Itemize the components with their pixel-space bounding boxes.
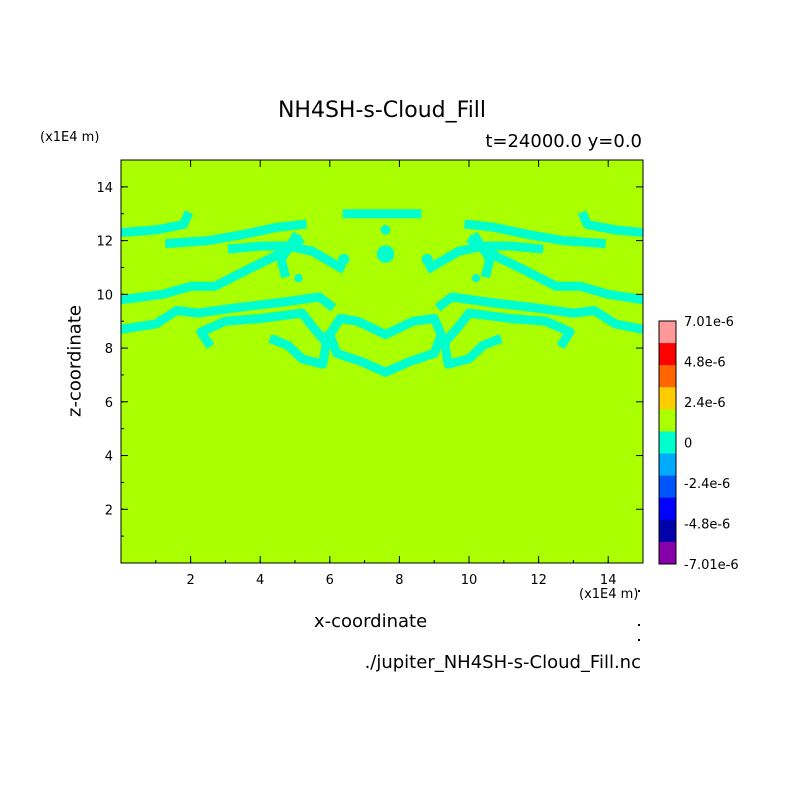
- feature-upper-right-arc: [577, 210, 643, 238]
- x-tick-label: 8: [395, 573, 403, 588]
- chart-subtitle: t=24000.0 y=0.0: [485, 131, 642, 152]
- feature-upper-left-branch: [164, 219, 307, 249]
- cloud-features: [121, 209, 643, 377]
- x-tick-label: 6: [326, 573, 334, 588]
- feature-upper-right-branch: [464, 219, 607, 249]
- y-tick-label: 6: [105, 396, 113, 411]
- colorbar-swatch: [659, 387, 676, 410]
- feature-left-drape: [121, 292, 337, 334]
- colorbar-swatch: [659, 431, 676, 455]
- plot-background: [121, 160, 643, 563]
- colorbar-swatch: [659, 343, 676, 366]
- y-tick-label: 14: [96, 181, 113, 196]
- feature-upper-left-arc: [121, 210, 194, 238]
- x-tick-label: 12: [530, 573, 547, 588]
- x-tick-label: 4: [256, 573, 264, 588]
- feature-center-heart: [323, 314, 446, 377]
- colorbar-swatch: [659, 519, 676, 543]
- y-tick-label: 10: [96, 288, 113, 303]
- colorbar-label: 2.4e-6: [684, 396, 726, 411]
- x-axis-label: x-coordinate: [314, 611, 428, 632]
- plot-frame: [120, 159, 644, 564]
- colorbar-frame: [658, 320, 677, 565]
- feature-dot-left-low: [294, 274, 303, 283]
- y-tick-label: 12: [96, 235, 113, 250]
- colorbar-label: 7.01e-6: [684, 315, 734, 330]
- colorbar-swatch: [659, 497, 676, 521]
- colorbar-swatch: [659, 453, 676, 477]
- feature-dot-left: [338, 253, 350, 265]
- feature-dot-right: [421, 253, 433, 265]
- feature-right-loop: [440, 308, 575, 369]
- x-tick-label: 14: [600, 573, 617, 588]
- y-tick-label: 8: [105, 342, 113, 357]
- feature-left-stem: [276, 231, 302, 279]
- x-tick-label: 10: [461, 573, 478, 588]
- y-tick-label: 4: [105, 450, 113, 465]
- axis-marker-dot: [638, 624, 640, 626]
- chart-title: NH4SH-s-Cloud_Fill: [277, 98, 487, 123]
- feature-dot-right-low: [471, 274, 481, 283]
- colorbar-swatch: [659, 409, 676, 432]
- axis-marker-dot: [638, 639, 640, 641]
- colorbar-swatch: [659, 541, 676, 565]
- feature-right-drape: [434, 292, 643, 334]
- colorbar-swatch: [659, 365, 676, 388]
- source-filename: ./jupiter_NH4SH-s-Cloud_Fill.nc: [364, 652, 641, 673]
- feature-left-loop: [196, 308, 331, 369]
- feature-left-ribbon: [121, 234, 305, 305]
- colorbar-label: -2.4e-6: [684, 477, 730, 492]
- feature-dot-top-center: [380, 224, 391, 235]
- feature-right-ribbon: [466, 234, 643, 305]
- axis-marker-dot: [638, 590, 640, 592]
- feature-right-stem: [469, 231, 495, 279]
- y-tick-label: 2: [105, 503, 113, 518]
- colorbar-label: 4.8e-6: [684, 356, 726, 371]
- colorbar-swatch: [659, 321, 676, 344]
- colorbar-label: 0: [684, 437, 692, 452]
- colorbar-label: -7.01e-6: [684, 558, 739, 573]
- feature-center-diamond: [376, 245, 395, 263]
- y-axis-unit: (x1E4 m): [40, 130, 100, 145]
- x-axis-unit: (x1E4 m): [579, 587, 639, 602]
- x-tick-label: 2: [186, 573, 194, 588]
- colorbar-swatch: [659, 475, 676, 499]
- colorbar-label: -4.8e-6: [684, 518, 730, 533]
